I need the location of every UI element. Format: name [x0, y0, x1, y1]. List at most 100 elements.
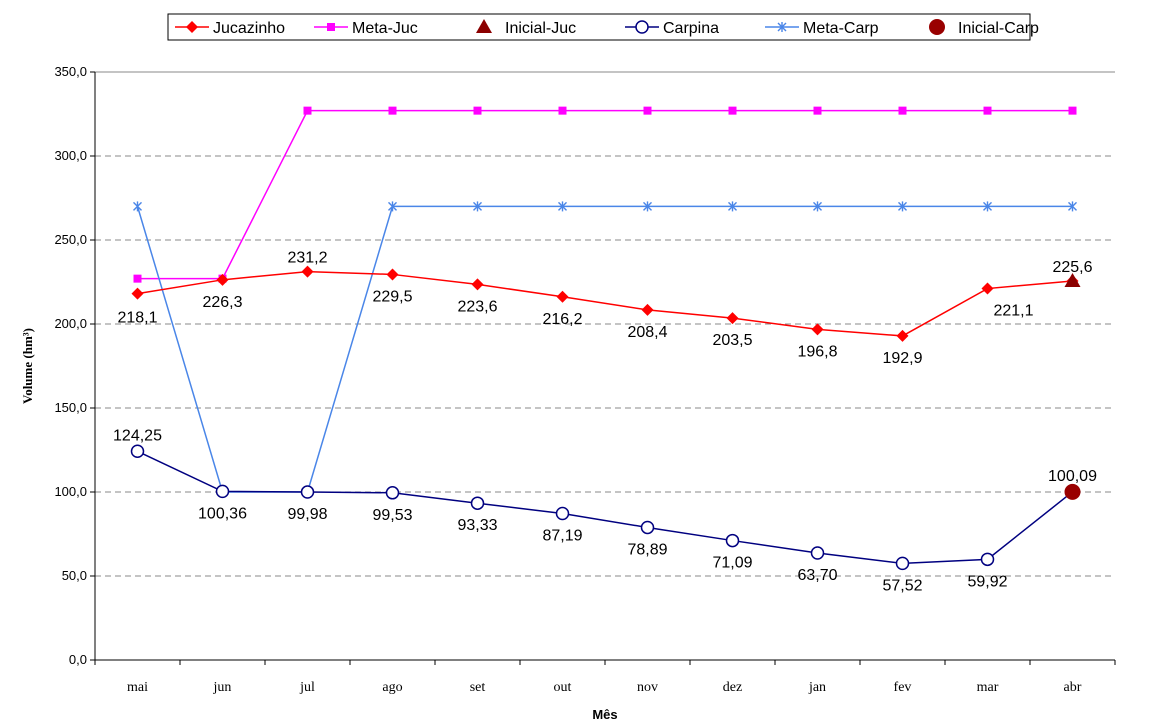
data-point-meta-juc [1068, 106, 1077, 115]
data-point-meta-juc [388, 106, 397, 115]
data-point-carpina [640, 520, 655, 535]
data-label-jucazinho: 192,9 [882, 350, 922, 367]
data-point-jucazinho [386, 268, 399, 281]
data-point-jucazinho [896, 329, 909, 342]
x-tick-label: jun [213, 680, 232, 695]
series-line-jucazinho [137, 270, 1073, 337]
data-label-carpina: 124,25 [113, 427, 162, 444]
data-label-jucazinho: 203,5 [712, 332, 752, 349]
legend-marker [327, 23, 335, 31]
data-point-jucazinho [301, 265, 314, 278]
x-tick-label: out [554, 680, 572, 695]
data-point-meta-carp [133, 201, 142, 212]
x-axis-title: Mês [592, 707, 617, 722]
data-label-carpina: 63,70 [797, 567, 837, 584]
data-point-jucazinho [726, 312, 739, 325]
data-point-meta-carp [813, 201, 822, 212]
data-point-carpina [980, 552, 995, 567]
data-label-jucazinho: 196,8 [797, 343, 837, 360]
y-tick-label: 0,0 [69, 652, 87, 667]
series-line-meta-carp [136, 205, 1073, 493]
x-tick-labels: mai jun jul ago set out nov dez jan fev mar abr [127, 680, 1082, 695]
data-labels: 218,1 226,3 231,2 229,5 223,6 216,2 208,4 203,5… [113, 250, 1097, 595]
legend-marker [777, 22, 787, 32]
legend-label: Meta-Carp [803, 20, 879, 37]
data-point-meta-carp [388, 201, 397, 212]
data-point-meta-juc [983, 106, 992, 115]
data-label-carpina: 100,09 [1048, 468, 1097, 485]
data-point-meta-juc [728, 106, 737, 115]
data-point-carpina [895, 556, 910, 571]
data-label-jucazinho: 221,1 [993, 303, 1033, 320]
y-axis-title: Volume (hm³) [20, 328, 35, 404]
data-point-carpina [215, 484, 230, 499]
data-point-jucazinho [981, 282, 994, 295]
y-tick-label: 350,0 [54, 64, 87, 79]
data-point-jucazinho [131, 287, 144, 300]
data-label-carpina: 57,52 [882, 577, 922, 594]
data-label-carpina: 59,92 [967, 573, 1007, 590]
y-tick-labels: 0,0 50,0 100,0 150,0 200,0 250,0 300,0 350,0 [54, 64, 87, 667]
data-point-meta-carp [558, 201, 567, 212]
data-point-meta-carp [473, 201, 482, 212]
x-tick-label: ago [382, 680, 402, 695]
data-point-meta-juc [473, 106, 482, 115]
data-point-meta-carp [643, 201, 652, 212]
data-point-carpina [810, 546, 825, 560]
data-label-jucazinho: 229,5 [372, 288, 412, 305]
data-point-meta-juc [643, 106, 652, 115]
data-label-jucazinho: 218,1 [117, 310, 157, 327]
data-point-jucazinho [471, 278, 484, 291]
data-point-meta-juc [813, 106, 822, 115]
data-label-carpina: 87,19 [542, 528, 582, 545]
grid-lines [95, 71, 1115, 577]
series-markers [130, 106, 1081, 571]
y-tick-label: 50,0 [62, 568, 87, 583]
data-point-inicial-carp [1064, 483, 1081, 500]
legend-marker [635, 20, 649, 34]
data-point-jucazinho [811, 323, 824, 336]
data-label-carpina: 93,33 [457, 517, 497, 534]
x-tick-label: fev [894, 680, 912, 695]
data-point-meta-juc [303, 106, 312, 115]
legend-marker [476, 19, 492, 33]
x-tick-label: set [470, 680, 486, 695]
data-label-carpina: 99,53 [372, 507, 412, 524]
x-tick-label: jan [808, 680, 826, 695]
data-point-meta-juc [133, 274, 142, 283]
data-label-jucazinho: 225,6 [1052, 259, 1092, 276]
y-tick-label: 250,0 [54, 232, 87, 247]
data-label-jucazinho: 208,4 [627, 324, 667, 341]
data-point-meta-juc [898, 106, 907, 115]
x-tick-label: mai [127, 680, 148, 695]
data-point-carpina [470, 496, 485, 510]
x-tick-label: abr [1064, 680, 1082, 695]
legend-label: Carpina [663, 20, 719, 37]
data-point-meta-carp [983, 201, 992, 212]
legend-label: Inicial-Juc [505, 20, 576, 37]
series-line-meta-juc [137, 109, 1073, 280]
data-point-meta-juc [558, 106, 567, 115]
data-label-carpina: 78,89 [627, 541, 667, 558]
y-tick-label: 200,0 [54, 316, 87, 331]
data-point-meta-carp [898, 201, 907, 212]
data-label-carpina: 71,09 [712, 555, 752, 572]
data-label-jucazinho: 223,6 [457, 298, 497, 315]
legend-label: Inicial-Carp [958, 20, 1039, 37]
data-point-carpina [130, 444, 145, 459]
data-point-meta-carp [728, 201, 737, 212]
data-point-meta-carp [1068, 201, 1077, 212]
data-label-jucazinho: 216,2 [542, 311, 582, 328]
series-line-carpina [137, 450, 1073, 565]
legend-box [167, 13, 1031, 41]
legend-label: Meta-Juc [352, 20, 418, 37]
data-point-carpina [555, 506, 570, 521]
data-point-jucazinho [641, 303, 654, 316]
legend: Jucazinho Meta-Juc Inicial-Juc Carpina Meta-… [167, 13, 1039, 41]
data-point-jucazinho [556, 290, 569, 303]
y-tick-label: 150,0 [54, 400, 87, 415]
legend-label: Jucazinho [213, 20, 285, 37]
data-label-carpina: 99,98 [287, 506, 327, 523]
x-tick-label: nov [637, 680, 658, 695]
